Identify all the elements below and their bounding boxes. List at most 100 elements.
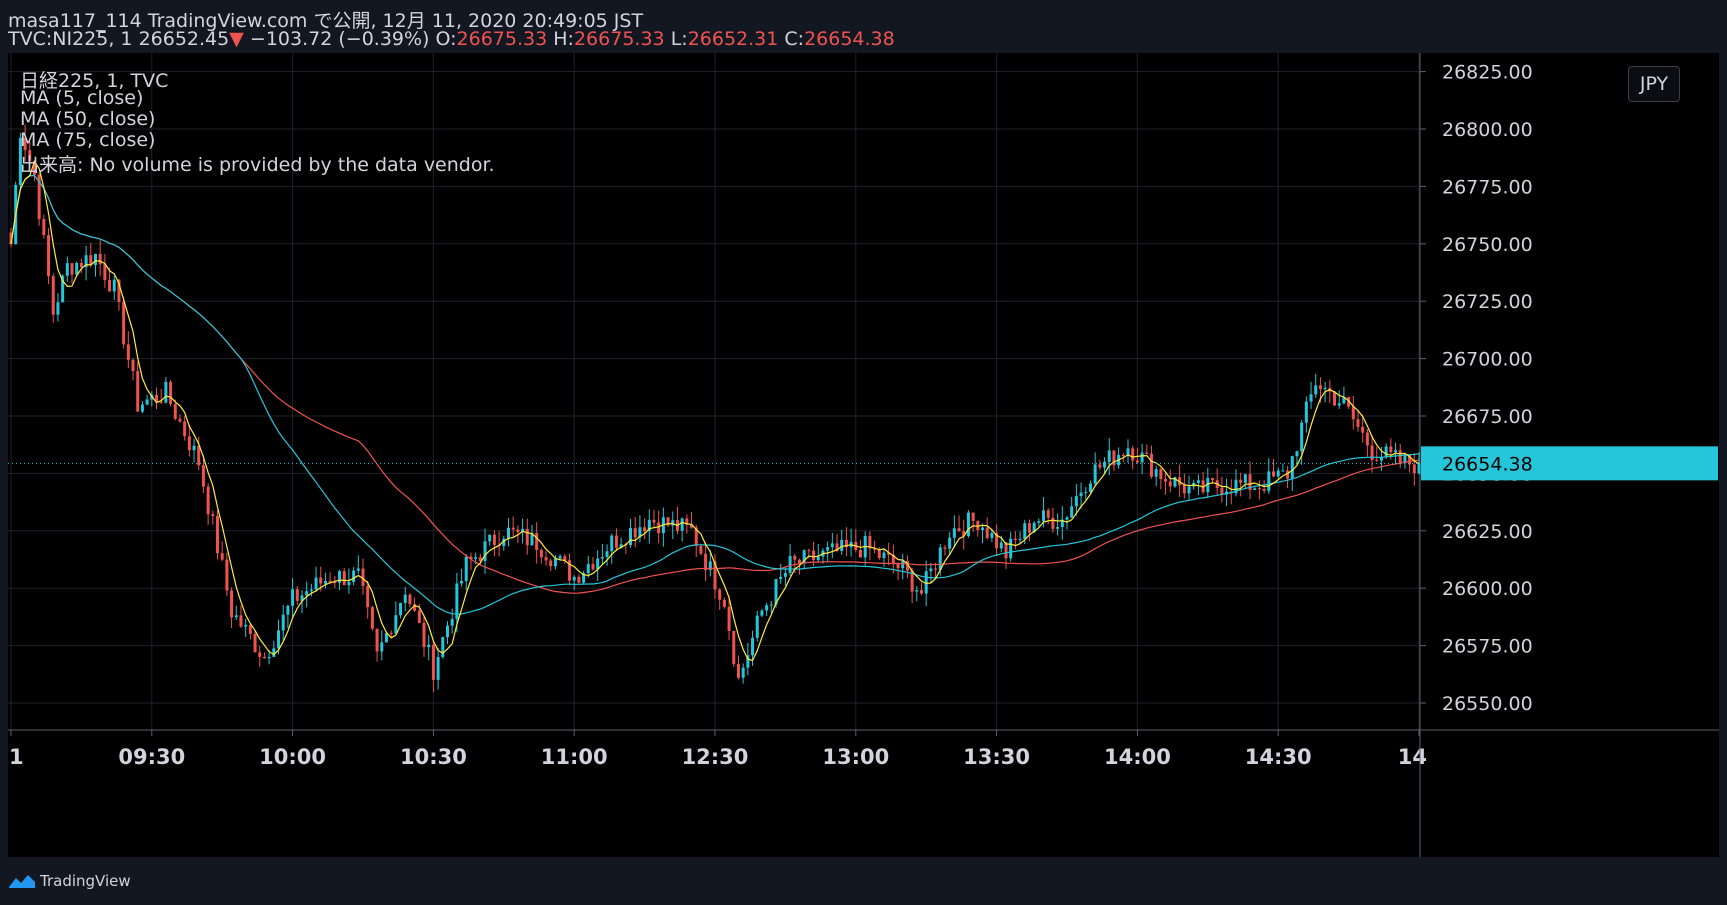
candle-body [230, 590, 234, 618]
y-tick-label: 26800.00 [1442, 119, 1533, 141]
candle-body [957, 528, 961, 532]
candle-body [370, 607, 374, 629]
candle-body [915, 590, 919, 592]
candle-body [1173, 477, 1177, 487]
ma75-line [10, 174, 1420, 594]
candle-body [629, 527, 633, 546]
candle-body [108, 279, 112, 292]
candle-body [680, 518, 684, 531]
candle-body [211, 514, 215, 517]
candle-body [563, 556, 567, 561]
candle-body [93, 253, 97, 266]
candle-body [253, 633, 257, 653]
candle-body [1262, 488, 1266, 491]
candle-body [929, 568, 933, 572]
legend-ma50[interactable]: MA (50, close) [20, 108, 156, 130]
candle-body [905, 561, 909, 571]
candle-body [1210, 478, 1214, 481]
price-chart[interactable]: 26550.0026575.0026600.0026625.0026650.00… [8, 53, 1719, 857]
x-tick-label: 09:30 [118, 745, 185, 769]
candle-body [1182, 485, 1186, 494]
candle-body [727, 606, 731, 631]
candle-body [985, 527, 989, 539]
candle-body [1074, 496, 1078, 507]
candle-body [431, 644, 435, 680]
candle-body [319, 577, 323, 584]
currency-button[interactable]: JPY [1628, 66, 1680, 102]
candle-body [1131, 448, 1135, 461]
candle-body [1253, 488, 1257, 491]
last-price-label: 26654.38 [1442, 453, 1533, 475]
chart-frame[interactable]: 26550.0026575.0026600.0026625.0026650.00… [8, 53, 1719, 857]
candle-body [1257, 488, 1261, 490]
candle-body [704, 553, 708, 571]
candle-body [652, 519, 656, 523]
candle-body [455, 583, 459, 619]
candle-body [586, 564, 590, 574]
candle-body [999, 542, 1003, 549]
candle-body [262, 656, 266, 659]
candle-body [272, 648, 276, 657]
candle-body [366, 586, 370, 608]
candle-body [844, 539, 848, 548]
x-tick-label: 12:30 [682, 745, 749, 769]
candle-body [1013, 538, 1017, 541]
candle-body [1295, 451, 1299, 457]
candle-body [244, 624, 248, 627]
candle-body [1304, 401, 1308, 423]
candle-body [873, 548, 877, 550]
candle-body [445, 625, 449, 638]
footer-brand: TradingView [40, 872, 131, 890]
candle-body [887, 552, 891, 555]
candle-body [18, 137, 22, 186]
candle-body [619, 544, 623, 548]
candle-body [89, 255, 93, 266]
candle-body [32, 160, 36, 175]
candle-body [112, 279, 116, 292]
change-value: −103.72 (−0.39%) [249, 28, 430, 50]
candle-body [1370, 445, 1374, 460]
legend-series-title[interactable]: 日経225, 1, TVC [20, 70, 169, 92]
candle-body [506, 527, 510, 539]
candle-body [1403, 454, 1407, 464]
candle-body [51, 276, 55, 315]
candle-body [309, 589, 313, 592]
candle-body [774, 579, 778, 605]
y-tick-label: 26625.00 [1442, 521, 1533, 543]
candle-body [131, 359, 135, 372]
footer[interactable]: TradingView [8, 872, 131, 890]
candle-body [295, 589, 299, 601]
candle-body [553, 558, 557, 567]
candle-body [966, 512, 970, 537]
legend-ma5[interactable]: MA (5, close) [20, 87, 144, 109]
candle-body [1412, 464, 1416, 474]
candle-body [666, 517, 670, 526]
candle-body [342, 571, 346, 586]
candle-body [460, 581, 464, 584]
candle-body [802, 550, 806, 564]
candle-body [535, 533, 539, 550]
legend-ma75[interactable]: MA (75, close) [20, 129, 156, 151]
candle-body [938, 547, 942, 570]
candle-body [23, 137, 27, 151]
candle-body [1065, 517, 1069, 520]
candle-body [380, 642, 384, 652]
candle-body [286, 605, 290, 615]
candle-body [441, 637, 445, 658]
candle-body [9, 232, 13, 245]
candle-body [1290, 456, 1294, 479]
candle-body [328, 580, 332, 583]
candle-body [891, 554, 895, 565]
candle-body [1145, 452, 1149, 454]
candle-body [732, 630, 736, 665]
candle-body [145, 399, 149, 405]
candle-body [1267, 471, 1271, 491]
candle-body [47, 235, 51, 277]
candle-body [42, 219, 46, 236]
candle-body [638, 527, 642, 538]
candle-body [1009, 538, 1013, 559]
candle-body [910, 570, 914, 592]
candle-body [877, 549, 881, 558]
candle-body [1154, 469, 1158, 477]
candle-body [1394, 450, 1398, 453]
